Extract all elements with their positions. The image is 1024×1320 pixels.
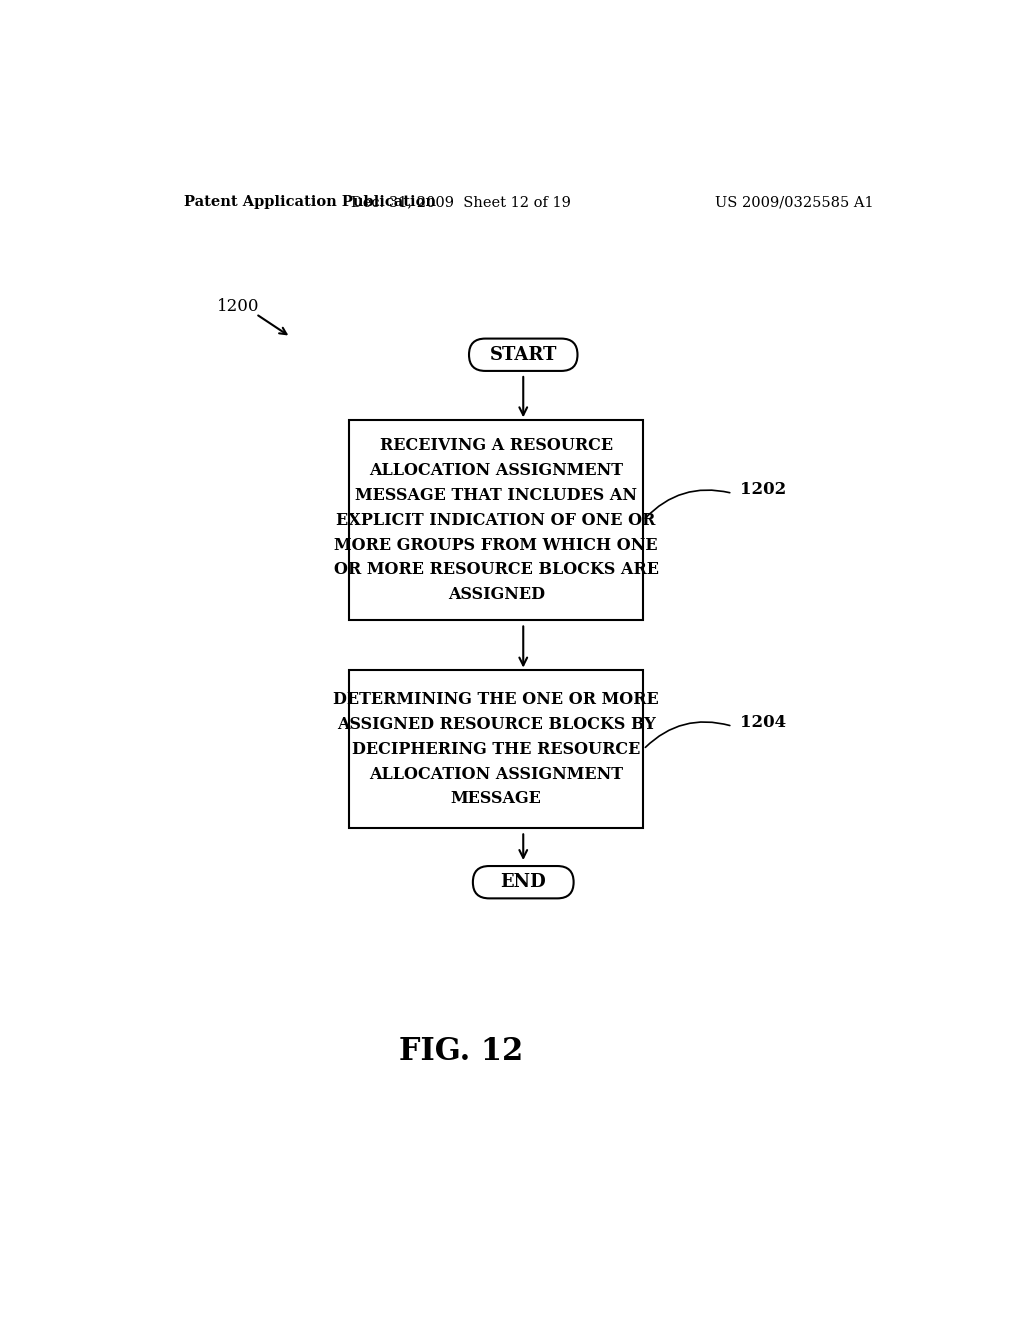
Text: START: START	[489, 346, 557, 364]
Text: 1200: 1200	[217, 298, 260, 314]
Text: Dec. 31, 2009  Sheet 12 of 19: Dec. 31, 2009 Sheet 12 of 19	[351, 195, 571, 210]
Text: END: END	[501, 874, 546, 891]
FancyBboxPatch shape	[473, 866, 573, 899]
Text: Patent Application Publication: Patent Application Publication	[183, 195, 436, 210]
Text: 1202: 1202	[740, 480, 786, 498]
Bar	[349, 671, 643, 829]
Text: 1204: 1204	[740, 714, 786, 731]
FancyBboxPatch shape	[469, 339, 578, 371]
Bar	[349, 420, 643, 620]
Text: DETERMINING THE ONE OR MORE
ASSIGNED RESOURCE BLOCKS BY
DECIPHERING THE RESOURCE: DETERMINING THE ONE OR MORE ASSIGNED RES…	[333, 692, 659, 808]
Text: RECEIVING A RESOURCE
ALLOCATION ASSIGNMENT
MESSAGE THAT INCLUDES AN
EXPLICIT IND: RECEIVING A RESOURCE ALLOCATION ASSIGNME…	[334, 437, 658, 603]
Text: FIG. 12: FIG. 12	[399, 1036, 523, 1067]
Text: US 2009/0325585 A1: US 2009/0325585 A1	[715, 195, 873, 210]
